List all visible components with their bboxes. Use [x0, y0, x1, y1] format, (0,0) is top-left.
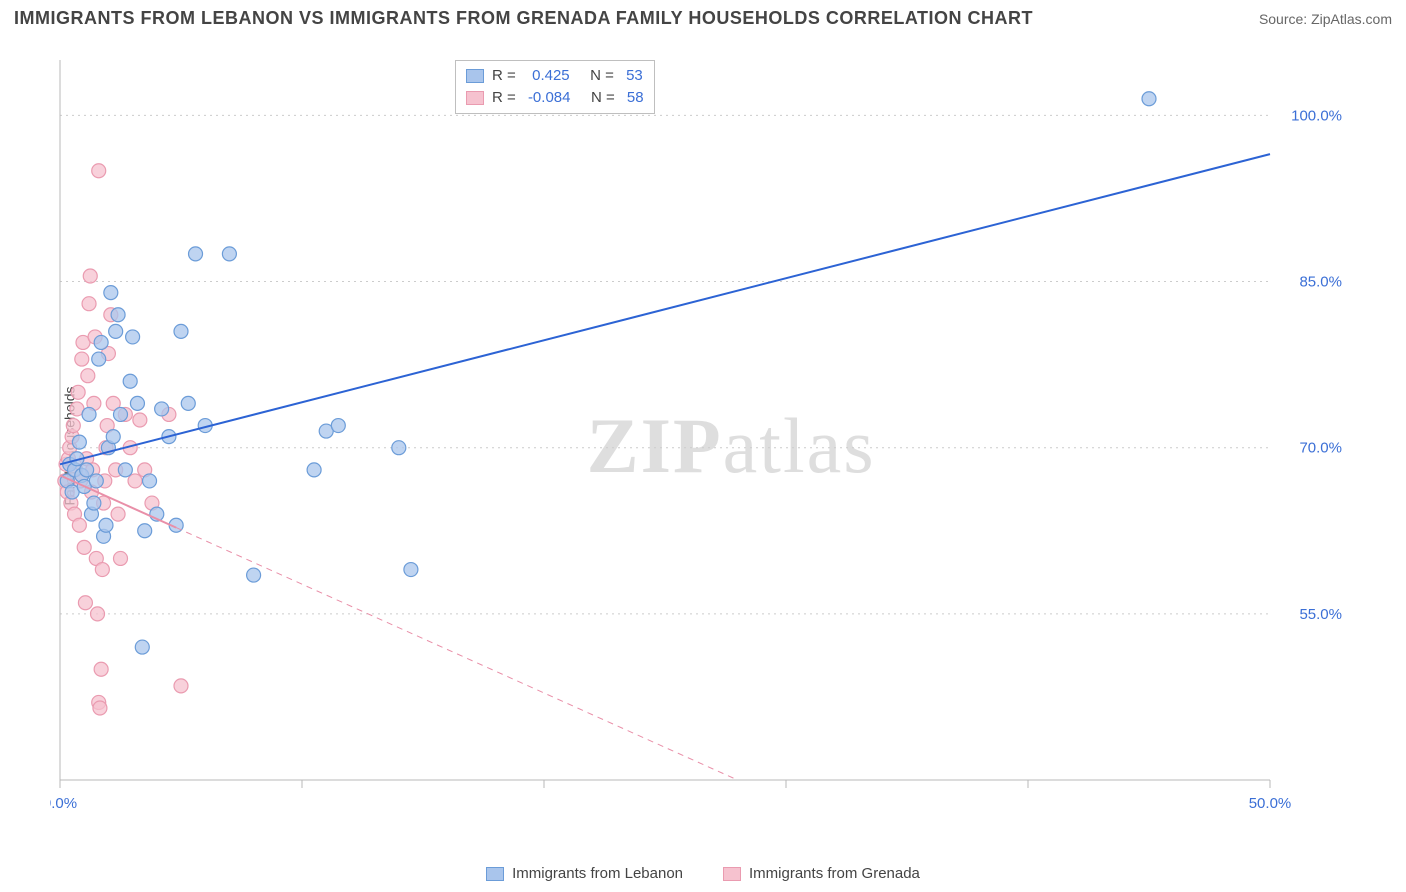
stats-n-label-1: N = [578, 65, 618, 87]
legend-label-1: Immigrants from Lebanon [512, 865, 683, 882]
stats-r-value-1: 0.425 [532, 65, 570, 87]
stats-row-2: R = -0.084 N = 58 [466, 87, 644, 109]
svg-text:85.0%: 85.0% [1299, 274, 1342, 291]
stats-legend-box: R = 0.425 N = 53 R = -0.084 N = 58 [455, 60, 655, 114]
plot-area: 55.0% 70.0% 85.0% 100.0% 0.0% 50.0% [50, 60, 1350, 820]
svg-text:0.0%: 0.0% [50, 795, 77, 812]
legend-swatch-2 [723, 867, 741, 881]
stats-n-value-2: 58 [627, 87, 644, 109]
svg-text:55.0%: 55.0% [1299, 606, 1342, 623]
legend-item-1: Immigrants from Lebanon [486, 865, 683, 882]
svg-text:70.0%: 70.0% [1299, 440, 1342, 457]
stats-row-1: R = 0.425 N = 53 [466, 65, 644, 87]
stats-n-value-1: 53 [626, 65, 643, 87]
swatch-series-2 [466, 91, 484, 105]
svg-text:50.0%: 50.0% [1249, 795, 1292, 812]
chart-container: IMMIGRANTS FROM LEBANON VS IMMIGRANTS FR… [0, 0, 1406, 892]
stats-r-label-2: R = [492, 87, 520, 109]
legend-swatch-1 [486, 867, 504, 881]
legend-item-2: Immigrants from Grenada [723, 865, 920, 882]
bottom-legend: Immigrants from Lebanon Immigrants from … [0, 865, 1406, 882]
legend-label-2: Immigrants from Grenada [749, 865, 920, 882]
stats-r-value-2: -0.084 [528, 87, 571, 109]
scatter-plot-svg: 55.0% 70.0% 85.0% 100.0% 0.0% 50.0% [50, 60, 1350, 820]
swatch-series-1 [466, 69, 484, 83]
chart-title: IMMIGRANTS FROM LEBANON VS IMMIGRANTS FR… [14, 8, 1033, 29]
svg-text:100.0%: 100.0% [1291, 107, 1342, 124]
stats-r-label-1: R = [492, 65, 524, 87]
source-label: Source: ZipAtlas.com [1259, 11, 1392, 27]
stats-n-label-2: N = [578, 87, 618, 109]
header: IMMIGRANTS FROM LEBANON VS IMMIGRANTS FR… [14, 8, 1392, 29]
